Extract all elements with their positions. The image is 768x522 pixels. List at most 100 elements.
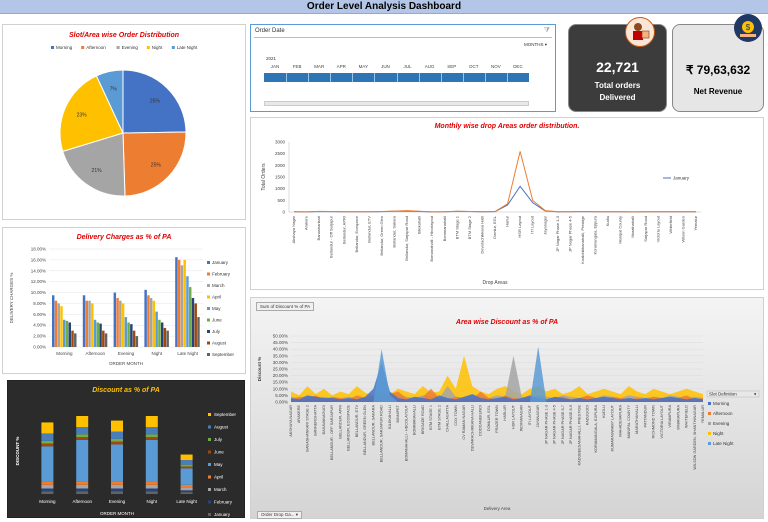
- area-x-tick: BTM STAGE 1: [429, 405, 433, 430]
- line-x-tick: Bommanahalli: [442, 216, 447, 241]
- area-x-tick: WILSON GARDEN, SHANTHINAGAR: [693, 405, 697, 470]
- pie-legend-label: Night: [152, 45, 163, 50]
- area-x-tick: BANNERGHATTA: [314, 405, 318, 436]
- line-chart-panel[interactable]: Monthly wise drop Areas order distributi…: [250, 117, 764, 290]
- bar-legend-swatch: [207, 330, 210, 333]
- bar: [119, 300, 122, 347]
- line-x-tick: Arakere: [304, 215, 309, 230]
- stacked-legend-label: July: [214, 437, 223, 442]
- stacked-bar-segment: [180, 468, 193, 485]
- timeline-month-aug[interactable]: AUG: [424, 64, 435, 69]
- area-x-tick: VICTORIA LAYOUT: [660, 404, 664, 438]
- stacked-legend-label: June: [214, 450, 224, 455]
- timeline-clear-filter-icon[interactable]: ⧩: [543, 27, 550, 34]
- orders-label: Total orders: [594, 81, 641, 90]
- pie-data-label: 23%: [77, 113, 88, 119]
- line-x-tick: Yemalur: [693, 215, 698, 230]
- line-chart-title: Monthly wise drop Areas order distributi…: [434, 123, 580, 130]
- timeline-month-sep[interactable]: SEP: [447, 64, 457, 69]
- timeline-month-divider: [286, 73, 288, 82]
- area-chart-panel[interactable]: Sum of Discount % of PA Area wise Discou…: [250, 297, 764, 519]
- bar-legend-swatch: [207, 272, 210, 276]
- timeline-month-mar[interactable]: MAR: [314, 64, 325, 69]
- line-x-tick: Bellandur, Ecospace: [354, 215, 359, 252]
- stacked-x-label: ORDER MONTH: [100, 511, 134, 516]
- line-y-tick: 1500: [275, 175, 286, 180]
- area-series-night: [291, 355, 703, 402]
- stacked-chart-panel[interactable]: Discount as % of PA DISCOUNT % Morning Aft…: [7, 380, 245, 518]
- pie-data-label: 21%: [92, 168, 103, 174]
- bar: [180, 265, 184, 347]
- stacked-bar-segment: [76, 416, 89, 428]
- bar-x-tick: Late Night: [177, 351, 198, 356]
- bar: [194, 303, 197, 347]
- line-x-tick: Devarachikkana Halli: [479, 216, 484, 254]
- timeline-bar[interactable]: [264, 73, 529, 82]
- bar: [197, 317, 200, 347]
- bar-legend-label: March: [212, 283, 225, 288]
- area-y-tick: 50.00%: [273, 334, 288, 339]
- stacked-bar-segment: [41, 481, 54, 485]
- area-x-tick: ITI LAYOUT: [528, 404, 532, 425]
- timeline-month-divider: [308, 73, 310, 82]
- area-filter-button[interactable]: Order Drop Ga... ▾: [257, 511, 303, 519]
- bar: [191, 298, 195, 347]
- bar: [57, 303, 60, 347]
- pie-slice: [95, 69, 124, 134]
- timeline-slicer[interactable]: Order Date ⧩ MONTHS ▾ 2021 JAN FEB MAR APR M…: [250, 24, 556, 112]
- stacked-bar-segment: [41, 484, 54, 489]
- stacked-x-tick: Evening: [109, 499, 126, 504]
- stacked-legend-label: February: [214, 500, 233, 505]
- timeline-month-may[interactable]: MAY: [358, 64, 369, 69]
- line-x-tick: Bellandur, Sakara: [392, 215, 397, 247]
- line-y-tick: 1000: [275, 186, 286, 191]
- bar: [102, 330, 105, 347]
- stacked-x-tick: Night: [147, 499, 158, 504]
- timeline-scrollbar[interactable]: [264, 101, 529, 106]
- area-legend-label: Night: [713, 431, 724, 436]
- timeline-year: 2021: [266, 56, 277, 61]
- pie-legend-swatch: [81, 46, 85, 49]
- bar-legend-label: February: [212, 272, 231, 277]
- stacked-bar-segment: [76, 488, 89, 492]
- line-x-tick: Sarjapur Road: [643, 216, 648, 242]
- timeline-month-dec[interactable]: DEC: [513, 64, 523, 69]
- pie-chart-panel[interactable]: Slot/Area wise Order Distribution Mornin…: [2, 24, 246, 220]
- timeline-month-divider: [352, 73, 354, 82]
- timeline-month-jan[interactable]: JAN: [270, 64, 280, 69]
- timeline-month-oct[interactable]: OCT: [469, 64, 479, 69]
- area-filter-label: Order Drop Ga...: [261, 512, 295, 517]
- area-series-morning: [291, 362, 703, 402]
- bar-chart-panel[interactable]: Delivery Charges as % of PA 18.00% 16.00%…: [2, 227, 246, 374]
- area-x-tick: YEMALUR: [701, 405, 705, 424]
- timeline-month-apr[interactable]: APR: [336, 64, 346, 69]
- area-y-tick: 10.00%: [273, 386, 288, 391]
- timeline-month-nov[interactable]: NOV: [490, 64, 501, 69]
- area-x-tick: JP NAGAR PHASE 4-5: [553, 405, 557, 444]
- area-x-tick: INDIRANAGAR: [520, 405, 524, 432]
- pie-data-label: 7%: [110, 87, 118, 93]
- timeline-month-feb[interactable]: FEB: [292, 64, 302, 69]
- bar: [63, 319, 66, 347]
- line-x-tick: BTM Stage 2: [467, 215, 472, 239]
- bar: [127, 322, 130, 347]
- bar: [155, 311, 158, 347]
- area-x-tick: COX TOWN: [454, 405, 458, 426]
- stacked-bar-segment: [111, 431, 123, 439]
- area-x-tick: RICHMOND TOWN: [652, 405, 656, 439]
- stacked-bar-segment: [41, 433, 54, 441]
- timeline-month-jun[interactable]: JUN: [381, 64, 390, 69]
- bar-x-tick: Evening: [118, 351, 135, 356]
- stacked-bar-segment: [76, 427, 89, 435]
- timeline-month-jul[interactable]: JUL: [403, 64, 412, 69]
- pivot-field-button[interactable]: Sum of Discount % of PA: [256, 302, 315, 311]
- bar: [132, 330, 136, 347]
- stacked-bar-segment: [111, 481, 123, 485]
- stacked-bar-segment: [180, 490, 193, 493]
- area-x-tick: BELLANDUR, APRI: [338, 405, 342, 439]
- pie-legend-label: Evening: [122, 45, 139, 50]
- area-x-tick: KUDLU: [602, 405, 606, 418]
- timeline-header: Order Date: [255, 28, 285, 34]
- bar: [74, 333, 77, 347]
- timeline-level-selector[interactable]: MONTHS ▾: [524, 42, 547, 48]
